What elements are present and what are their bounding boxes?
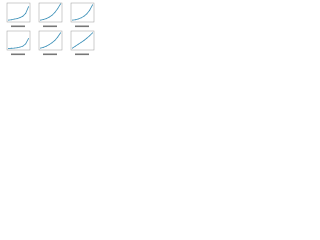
point bbox=[40, 19, 41, 21]
point bbox=[10, 19, 12, 21]
point bbox=[10, 47, 12, 49]
point bbox=[13, 18, 15, 20]
point bbox=[83, 40, 85, 41]
point bbox=[89, 9, 91, 11]
label-placeholder bbox=[11, 53, 25, 56]
point bbox=[80, 41, 82, 43]
point bbox=[92, 32, 93, 34]
point bbox=[22, 15, 24, 17]
point bbox=[8, 19, 9, 21]
plot-frame bbox=[70, 2, 95, 23]
point bbox=[86, 37, 88, 39]
point bbox=[16, 47, 18, 49]
point bbox=[54, 40, 56, 41]
point bbox=[42, 19, 44, 21]
line bbox=[40, 3, 61, 21]
point bbox=[16, 18, 18, 20]
point bbox=[51, 42, 53, 44]
point bbox=[25, 43, 27, 45]
chart-grid bbox=[0, 0, 100, 58]
point bbox=[72, 47, 73, 49]
point bbox=[54, 12, 56, 13]
point bbox=[13, 47, 15, 49]
point bbox=[77, 43, 79, 45]
point bbox=[57, 8, 59, 10]
label-placeholder bbox=[75, 25, 89, 28]
point bbox=[42, 46, 44, 48]
point bbox=[48, 44, 50, 46]
point bbox=[89, 35, 91, 37]
label-placeholder bbox=[43, 25, 57, 28]
point bbox=[77, 18, 79, 20]
point bbox=[25, 12, 27, 14]
line bbox=[72, 32, 93, 49]
label-placeholder bbox=[43, 53, 57, 56]
point bbox=[19, 46, 21, 48]
point bbox=[74, 19, 76, 21]
point bbox=[83, 15, 85, 17]
point bbox=[51, 14, 53, 16]
point bbox=[80, 17, 82, 19]
point bbox=[72, 19, 73, 21]
point bbox=[45, 18, 47, 20]
point bbox=[86, 13, 88, 15]
point bbox=[8, 47, 9, 49]
point bbox=[60, 3, 61, 5]
plot-frame bbox=[38, 30, 63, 51]
point bbox=[28, 38, 29, 40]
point bbox=[48, 16, 50, 18]
page: (() => { const data = JSON.parse(documen… bbox=[0, 0, 100, 58]
point bbox=[22, 45, 24, 47]
label-placeholder bbox=[11, 25, 25, 28]
point bbox=[74, 45, 76, 47]
label-placeholder bbox=[75, 53, 89, 56]
line bbox=[40, 32, 61, 49]
point bbox=[57, 36, 59, 38]
point bbox=[28, 6, 29, 8]
point bbox=[40, 47, 41, 49]
point bbox=[92, 4, 93, 6]
point bbox=[19, 17, 21, 19]
point bbox=[60, 32, 61, 34]
plot-frame bbox=[6, 2, 31, 23]
plot-frame bbox=[38, 2, 63, 23]
point bbox=[45, 45, 47, 47]
